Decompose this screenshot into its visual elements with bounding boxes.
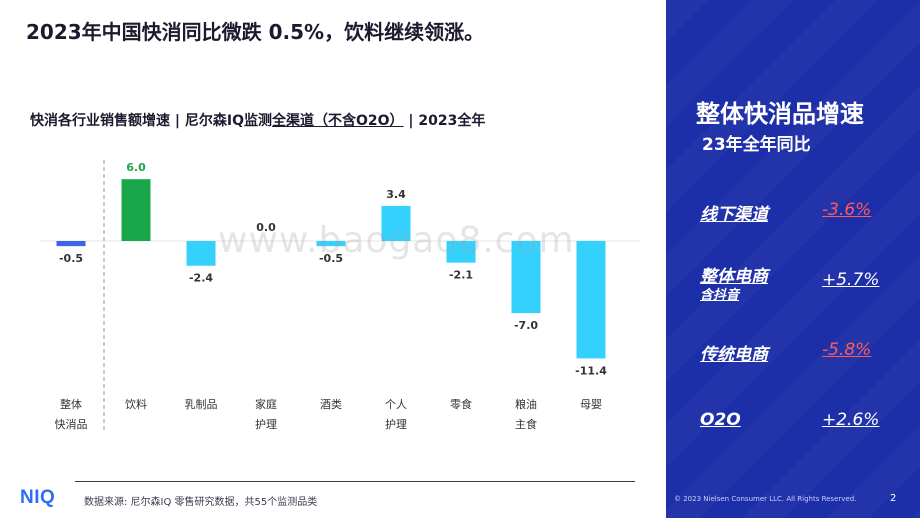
category-label-1-0: 饮料 <box>125 397 147 411</box>
metric-value-traditional-ecommerce: -5.8% <box>822 340 872 360</box>
category-label-3-0: 家庭 <box>255 397 277 411</box>
category-label-4-0: 酒类 <box>320 397 342 411</box>
value-label-4: -0.5 <box>319 252 343 265</box>
page-headline: 2023年中国快消同比微跌 0.5%，饮料继续领涨。 <box>26 20 485 44</box>
category-label-3-1: 护理 <box>255 417 277 431</box>
metric-value-o2o: +2.6% <box>822 410 880 430</box>
value-label-3: 0.0 <box>256 221 276 234</box>
value-label-8: -11.4 <box>575 364 607 377</box>
metric-label-offline: 线下渠道 <box>700 205 768 225</box>
bar-2 <box>186 241 216 266</box>
bar-8 <box>576 241 606 359</box>
metric-value-offline: -3.6% <box>822 200 872 220</box>
metric-label-o2o: O2O <box>700 410 741 430</box>
chart-subtitle: 快消各行业销售额增速 | 尼尔森IQ监测全渠道（不含O2O） | 2023全年 <box>30 110 485 130</box>
bar-7 <box>511 241 541 314</box>
panel-subtitle: 23年全年同比 <box>702 135 811 155</box>
bar-4 <box>316 241 346 247</box>
bar-5 <box>381 205 411 241</box>
metric-note-ecommerce: 含抖音 <box>700 288 740 303</box>
data-source-note: 数据来源: 尼尔森IQ 零售研究数据，共55个监测品类 <box>84 497 318 508</box>
metric-label-traditional-ecommerce: 传统电商 <box>700 345 768 365</box>
watermark: www.baogao8.com <box>218 220 575 261</box>
summary-panel: 整体快消品增速 23年全年同比 线下渠道 -3.6% 整体电商 含抖音 +5.7… <box>666 0 920 518</box>
value-label-7: -7.0 <box>514 319 538 332</box>
page-number: 2 <box>890 493 897 504</box>
category-label-2-0: 乳制品 <box>185 398 218 411</box>
copyright: © 2023 Nielsen Consumer LLC. All Rights … <box>674 495 857 503</box>
category-label-5-0: 个人 <box>385 398 407 411</box>
subtitle-part3: | 2023全年 <box>403 113 486 129</box>
value-label-0: -0.5 <box>59 252 83 265</box>
category-label-0-1: 快消品 <box>55 417 88 431</box>
category-label-5-1: 护理 <box>385 417 407 431</box>
panel-title: 整体快消品增速 <box>696 100 864 128</box>
value-label-1: 6.0 <box>126 161 146 174</box>
subtitle-part1: 快消各行业销售额增速 | 尼尔森IQ监测 <box>30 113 272 129</box>
category-label-8-0: 母婴 <box>580 398 602 411</box>
footer-divider <box>75 481 635 482</box>
bar-0 <box>56 241 86 247</box>
niq-logo: NIQ <box>20 487 56 508</box>
value-label-6: -2.1 <box>449 269 473 282</box>
value-label-2: -2.4 <box>189 272 213 285</box>
bar-1 <box>121 179 151 241</box>
value-label-5: 3.4 <box>386 188 406 201</box>
bar-6 <box>446 241 476 263</box>
category-label-7-0: 粮油 <box>515 397 537 411</box>
metric-label-ecommerce: 整体电商 <box>700 267 768 287</box>
metric-value-ecommerce: +5.7% <box>822 270 880 290</box>
category-label-7-1: 主食 <box>515 417 537 431</box>
category-label-0-0: 整体 <box>60 397 82 411</box>
category-label-6-0: 零食 <box>450 397 472 411</box>
subtitle-channel: 全渠道（不含O2O） <box>271 113 404 129</box>
